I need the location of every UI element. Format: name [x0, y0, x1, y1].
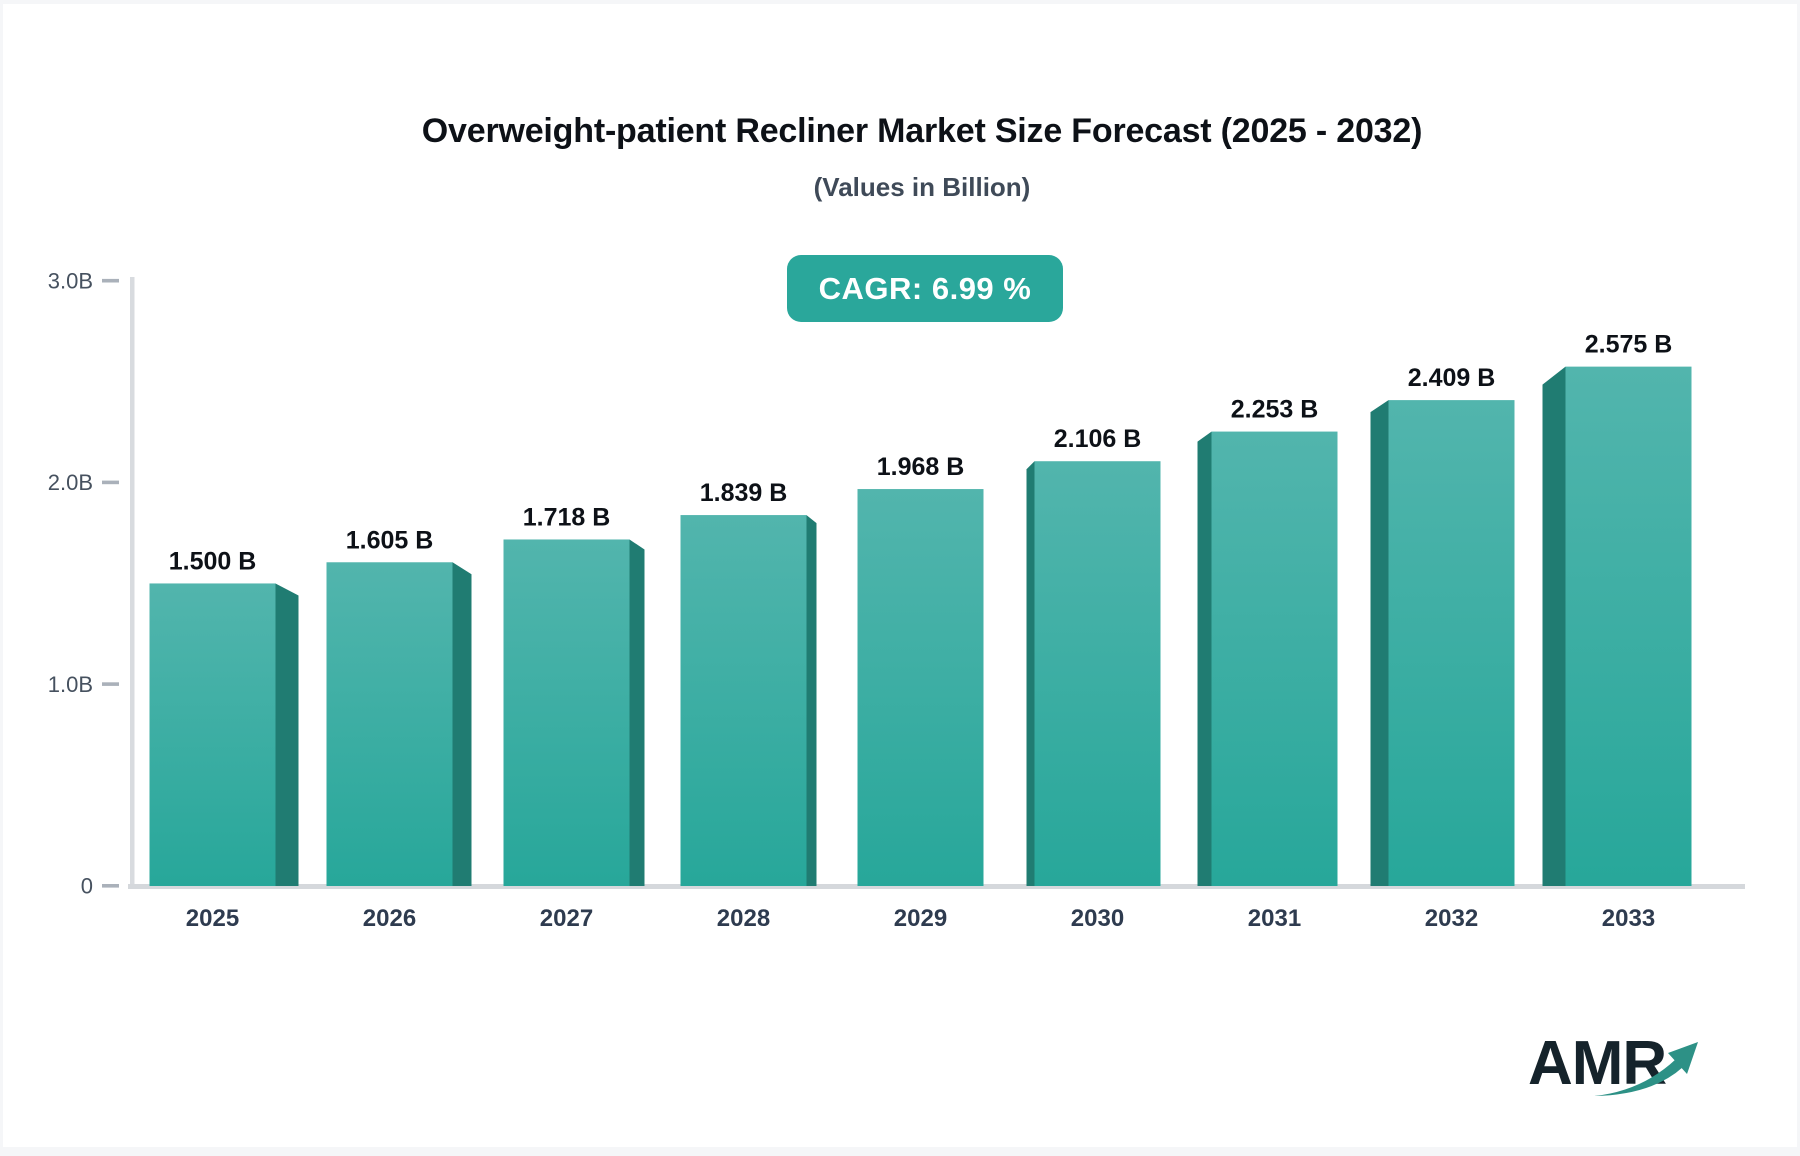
y-tick-label: 0	[81, 874, 93, 899]
chart-title: Overweight-patient Recliner Market Size …	[421, 112, 1423, 150]
bar-value-label: 2.253 B	[1231, 396, 1319, 424]
x-axis-label: 2026	[363, 905, 416, 932]
bar-2027	[503, 539, 630, 886]
bar-side-3d	[452, 562, 472, 886]
y-tick-mark	[102, 682, 119, 686]
x-axis-label: 2031	[1248, 905, 1301, 932]
bar-value-label: 1.605 B	[346, 526, 434, 554]
bar-value-label: 2.106 B	[1054, 425, 1142, 453]
bar-side-3d	[1370, 400, 1389, 886]
x-axis-label: 2030	[1071, 905, 1124, 932]
y-tick-label: 3.0B	[48, 268, 93, 293]
amr-logo: AMR	[1528, 1028, 1718, 1108]
bar-value-label: 1.839 B	[700, 479, 788, 507]
bar-2033	[1565, 366, 1692, 886]
bar-value-label: 2.575 B	[1585, 331, 1673, 359]
bar-2032	[1388, 400, 1515, 886]
x-axis-label: 2027	[540, 905, 593, 932]
bar-value-label: 2.409 B	[1408, 364, 1496, 392]
bar-side-3d	[275, 583, 299, 886]
bar-side-3d	[1197, 431, 1212, 886]
x-axis-label: 2033	[1602, 905, 1655, 932]
bar-2029	[857, 489, 984, 886]
x-axis-label: 2028	[717, 905, 770, 932]
bar-value-label: 1.500 B	[169, 547, 257, 575]
chart-subtitle: (Values in Billion)	[813, 172, 1031, 202]
x-axis-label: 2029	[894, 905, 947, 932]
bar-side-3d	[1542, 366, 1566, 886]
y-tick-mark	[102, 480, 119, 485]
x-axis-label: 2025	[186, 905, 239, 932]
cagr-badge: CAGR: 6.99 %	[787, 255, 1063, 322]
bar-2030	[1034, 461, 1161, 886]
y-axis-line	[130, 277, 135, 888]
bar-2025	[149, 583, 276, 886]
x-axis-label: 2032	[1425, 905, 1478, 932]
y-tick-label: 1.0B	[48, 672, 93, 697]
bar-value-label: 1.718 B	[523, 503, 611, 531]
bar-2028	[680, 515, 807, 886]
bar-side-3d	[1026, 461, 1035, 886]
y-tick-mark	[102, 278, 119, 283]
y-tick-mark	[102, 884, 119, 888]
y-tick-label: 2.0B	[48, 470, 93, 495]
bar-value-label: 1.968 B	[877, 453, 965, 481]
bar-2031	[1211, 431, 1338, 886]
bar-2026	[326, 562, 453, 886]
bar-side-3d	[806, 515, 817, 886]
logo-arrow-icon	[1594, 1042, 1698, 1096]
bar-side-3d	[629, 539, 645, 886]
x-axis-line	[128, 884, 1745, 889]
